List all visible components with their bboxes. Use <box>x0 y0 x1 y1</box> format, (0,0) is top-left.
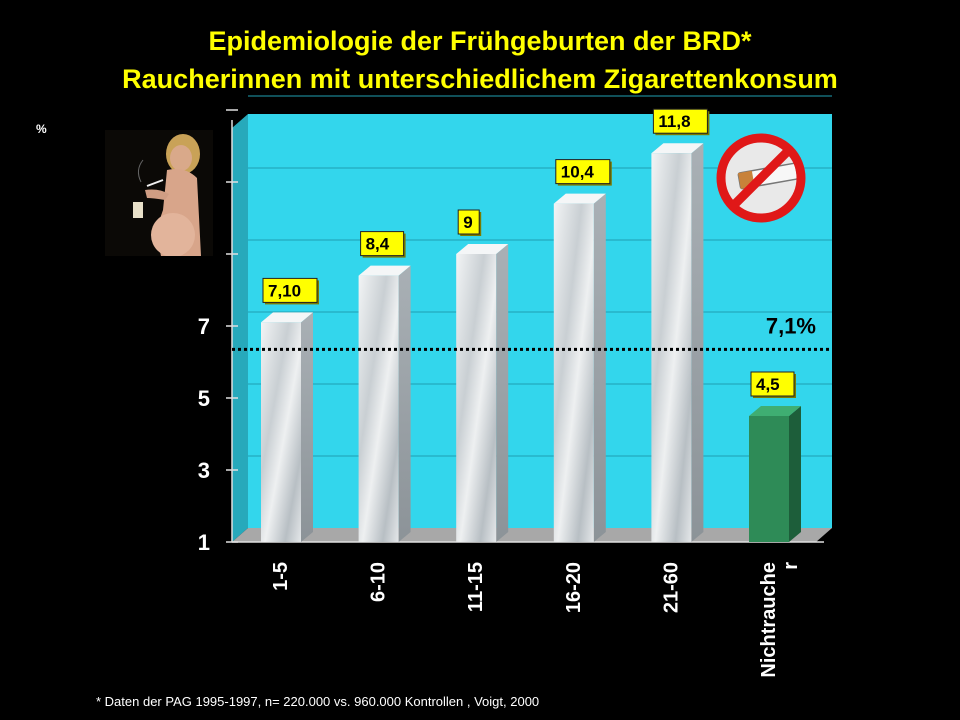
y-tick-label: 7 <box>198 314 210 339</box>
value-label-box <box>360 231 405 257</box>
value-label: 9 <box>463 213 472 232</box>
bar-side <box>496 244 509 542</box>
plot-side-wall <box>232 114 248 542</box>
value-label-box <box>652 108 708 134</box>
bar-front <box>749 416 789 542</box>
x-tick-label: 1-5 <box>270 562 292 591</box>
footnote: * Daten der PAG 1995-1997, n= 220.000 vs… <box>96 694 540 709</box>
bar-top <box>261 312 313 323</box>
x-tick-label: Nichtraucher <box>758 562 802 678</box>
bar <box>651 143 704 542</box>
value-label: 4,5 <box>756 375 780 394</box>
value-label: 11,8 <box>658 112 690 131</box>
bar-top <box>651 143 704 154</box>
chart-subtitle: Raucherinnen mit unterschiedlichem Zigar… <box>122 64 838 94</box>
y-tick-label: 5 <box>198 386 210 411</box>
x-tick-label: 21-60 <box>660 562 682 613</box>
bar-side <box>301 312 313 542</box>
bar-front <box>651 153 692 542</box>
value-label-box <box>555 159 611 185</box>
bar <box>553 193 606 542</box>
value-label-box <box>457 209 480 235</box>
bar-front <box>358 275 399 542</box>
bar <box>456 244 509 542</box>
x-tick-label: 6-10 <box>368 562 390 602</box>
bar-top <box>749 406 801 416</box>
bar-top <box>456 244 509 254</box>
bar-side <box>593 193 606 542</box>
bar <box>749 406 801 542</box>
x-tick-label: 16-20 <box>563 562 585 613</box>
value-label: 8,4 <box>366 235 390 254</box>
bar <box>261 312 313 542</box>
plot-floor <box>232 528 832 542</box>
bar-side <box>398 265 411 542</box>
bar-top <box>553 193 606 204</box>
y-axis-unit-label: % <box>36 122 47 136</box>
value-label-box <box>750 371 795 397</box>
reference-line-label: 7,1% <box>766 313 816 338</box>
bar-front <box>553 203 594 542</box>
value-label-box <box>262 277 318 303</box>
bar-top <box>358 265 411 276</box>
no-smoking-icon <box>716 133 806 223</box>
bar-side <box>691 143 704 542</box>
y-tick-label: 1 <box>198 530 210 555</box>
value-label: 7,10 <box>268 281 301 300</box>
bar-front <box>456 254 497 542</box>
bar-side <box>789 406 801 542</box>
bar <box>358 265 411 542</box>
pregnant-smoking-woman-photo <box>105 130 213 256</box>
value-label: 10,4 <box>561 163 595 182</box>
y-tick-label: 3 <box>198 458 210 483</box>
chart-title: Epidemiologie der Frühgeburten der BRD* <box>208 26 752 56</box>
bar-front <box>261 322 301 542</box>
x-tick-label: 11-15 <box>465 562 487 612</box>
